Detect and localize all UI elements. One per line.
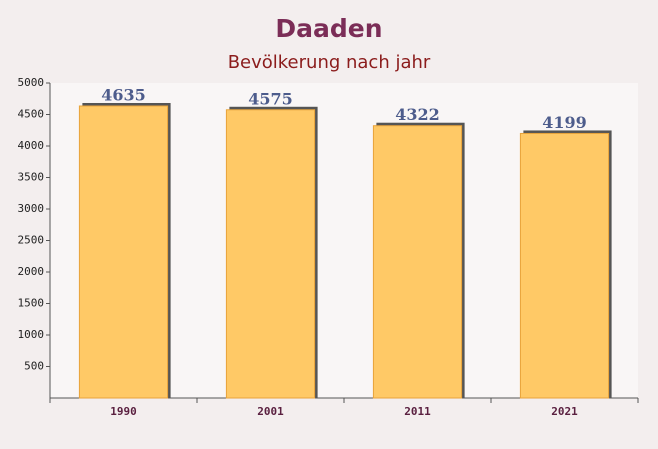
- bar: [225, 109, 316, 399]
- x-tick-label: 2021: [551, 405, 578, 418]
- bar: [519, 132, 610, 399]
- y-tick-label: 3500: [18, 171, 45, 184]
- y-tick-label: 3000: [18, 202, 45, 215]
- y-tick-label: 1500: [18, 297, 45, 310]
- y-tick-label: 4000: [18, 139, 45, 152]
- y-tick-label: 2500: [18, 234, 45, 247]
- chart-title: Daaden: [275, 14, 382, 43]
- x-tick-label: 2001: [257, 405, 284, 418]
- x-tick-label: 1990: [110, 405, 137, 418]
- value-label: 4635: [101, 85, 146, 104]
- y-tick-label: 2000: [18, 265, 45, 278]
- x-tick-label: 2011: [404, 405, 431, 418]
- y-tick-label: 5000: [18, 76, 45, 89]
- value-label: 4575: [248, 89, 293, 108]
- value-label: 4199: [542, 113, 587, 132]
- bar: [372, 125, 463, 399]
- y-tick-label: 1000: [18, 328, 45, 341]
- value-label: 4322: [395, 105, 440, 124]
- chart-subtitle: Bevölkerung nach jahr: [228, 52, 431, 73]
- y-tick-label: 500: [24, 360, 44, 373]
- bar: [78, 105, 169, 399]
- y-tick-label: 4500: [18, 108, 45, 121]
